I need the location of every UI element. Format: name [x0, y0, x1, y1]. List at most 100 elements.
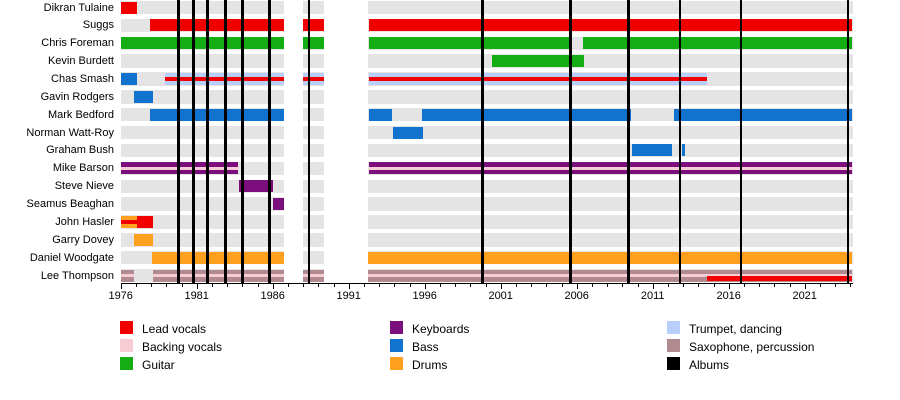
- timeline-bar-bass: [682, 144, 686, 157]
- x-axis-minor-tick: [455, 284, 457, 287]
- x-axis-minor-tick: [683, 284, 685, 287]
- overlay-stripe-backing_vocals: [369, 166, 852, 171]
- timeline-bar-bass: [120, 72, 138, 85]
- timeline-bar-drums: [134, 233, 153, 246]
- x-axis-minor-tick: [515, 284, 517, 287]
- legend-label-keyboards: Keyboards: [412, 321, 470, 336]
- legend-label-guitar: Guitar: [142, 357, 175, 372]
- row-background-band: [368, 233, 854, 247]
- x-axis-label: 2016: [716, 290, 741, 302]
- member-label: Gavin Rodgers: [40, 90, 114, 103]
- legend-label-lead_vocals: Lead vocals: [142, 321, 207, 336]
- x-axis-minor-tick: [151, 284, 153, 287]
- x-axis-label: 2011: [640, 290, 665, 302]
- member-label: Daniel Woodgate: [29, 251, 114, 264]
- member-label: Seamus Beaghan: [26, 198, 114, 211]
- member-label: Mike Barson: [52, 162, 114, 175]
- album-line: [241, 0, 244, 283]
- x-axis-minor-tick: [363, 284, 365, 287]
- timeline-bar-keyboards: [238, 180, 273, 193]
- member-label: Garry Dovey: [52, 233, 114, 246]
- legend-swatch-trumpet_dancing: [667, 321, 680, 334]
- x-axis-label: 1986: [260, 290, 285, 302]
- legend-swatch-guitar: [120, 357, 133, 370]
- member-label: Dikran Tulaine: [43, 1, 114, 14]
- x-axis-minor-tick: [561, 284, 563, 287]
- timeline-bar-lead_vocals: [150, 19, 285, 32]
- legend-label-albums: Albums: [689, 357, 730, 372]
- overlay-stripe-backing_vocals: [368, 273, 708, 278]
- x-axis-minor-tick: [546, 284, 548, 287]
- overlay-stripe-backing_vocals: [120, 273, 135, 278]
- overlay-stripe-lead_vocals: [369, 76, 708, 82]
- timeline-bar-bass: [134, 90, 153, 103]
- row-background-band: [368, 125, 854, 140]
- timeline-bar-lead_vocals: [137, 215, 153, 228]
- timeline-bar-drums: [151, 251, 285, 264]
- overlay-stripe-lead_vocals: [120, 219, 138, 225]
- member-label: Kevin Burdett: [47, 55, 114, 68]
- legend-label-backing_vocals: Backing vocals: [142, 339, 223, 354]
- x-axis-minor-tick: [211, 284, 213, 287]
- x-axis-label: 1991: [336, 290, 361, 302]
- x-axis-minor-tick: [607, 284, 609, 287]
- member-label: Graham Bush: [46, 144, 114, 157]
- row-background-band: [368, 179, 854, 193]
- x-axis-minor-tick: [242, 284, 244, 287]
- member-label: Chris Foreman: [41, 37, 114, 50]
- timeline-bar-guitar: [582, 37, 852, 50]
- timeline-bar-bass: [392, 126, 424, 139]
- member-label: Lee Thompson: [40, 269, 114, 282]
- legend-swatch-drums: [390, 357, 403, 370]
- x-axis-minor-tick: [227, 284, 229, 287]
- legend-label-trumpet_dancing: Trumpet, dancing: [689, 321, 782, 336]
- album-line: [569, 0, 572, 283]
- overlay-stripe-backing_vocals: [707, 273, 852, 278]
- timeline-bar-bass: [673, 108, 852, 121]
- timeline-bar-bass: [150, 108, 285, 121]
- overlay-stripe-backing_vocals: [303, 273, 324, 278]
- overlay-stripe-backing_vocals: [152, 273, 285, 278]
- album-line: [627, 0, 630, 283]
- row-background-band: [368, 54, 854, 68]
- member-label: Mark Bedford: [47, 108, 114, 121]
- timeline-bar-guitar: [369, 37, 571, 50]
- legend-swatch-lead_vocals: [120, 321, 133, 334]
- row-background-band: [368, 90, 854, 104]
- x-axis-label: 2001: [488, 290, 513, 302]
- x-axis-minor-tick: [135, 284, 137, 287]
- member-label: Steve Nieve: [54, 180, 114, 193]
- x-axis-major-tick: [652, 284, 654, 289]
- member-label: Suggs: [82, 19, 114, 32]
- x-axis-minor-tick: [379, 284, 381, 287]
- legend-swatch-albums: [667, 357, 680, 370]
- x-axis-minor-tick: [819, 284, 821, 287]
- row-background-band: [368, 197, 854, 211]
- overlay-stripe-lead_vocals: [303, 76, 324, 82]
- row-background-band: [368, 215, 854, 229]
- x-axis-minor-tick: [287, 284, 289, 287]
- x-axis-label: 1976: [108, 290, 133, 302]
- x-axis-minor-tick: [470, 284, 472, 287]
- member-label: Norman Watt-Roy: [26, 126, 114, 139]
- album-line: [678, 0, 682, 283]
- x-axis-minor-tick: [318, 284, 320, 287]
- album-line: [268, 0, 271, 283]
- timeline-bar-bass: [632, 144, 673, 157]
- x-axis-minor-tick: [835, 284, 837, 287]
- timeline-bar-keyboards: [272, 198, 285, 211]
- x-axis-line: [120, 283, 854, 284]
- x-axis-label: 1981: [184, 290, 209, 302]
- x-axis-minor-tick: [637, 284, 639, 287]
- legend-swatch-bass: [390, 339, 403, 352]
- timeline-plot-area: Dikran Tulaine Suggs Chris Foreman Kevin Bu…: [26, 0, 854, 302]
- x-axis-minor-tick: [743, 284, 745, 287]
- x-axis-minor-tick: [789, 284, 791, 287]
- x-axis-major-tick: [500, 284, 502, 289]
- legend-swatch-keyboards: [390, 321, 403, 334]
- album-line: [192, 0, 195, 283]
- member-label: Chas Smash: [51, 72, 114, 85]
- x-axis-major-tick: [576, 284, 578, 289]
